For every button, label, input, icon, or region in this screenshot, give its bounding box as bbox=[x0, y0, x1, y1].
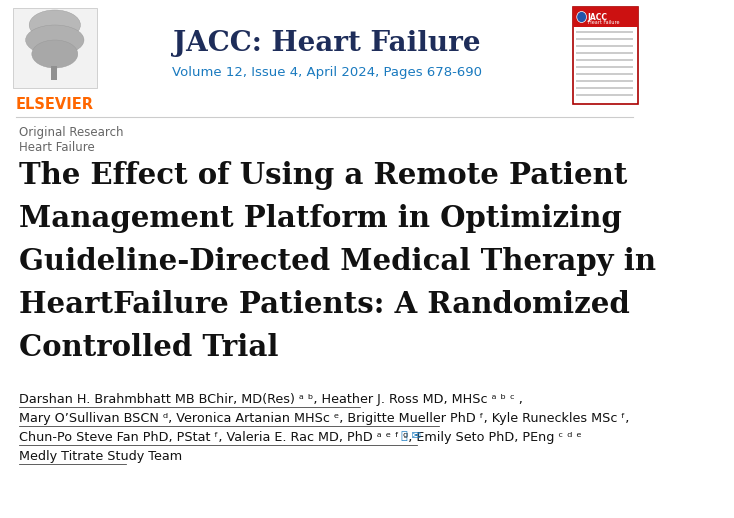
Bar bbox=[576, 52, 633, 53]
Bar bbox=[51, 66, 57, 80]
Bar bbox=[576, 73, 633, 75]
Bar bbox=[573, 7, 638, 104]
Bar bbox=[573, 7, 638, 27]
Text: JACC: Heart Failure: JACC: Heart Failure bbox=[173, 30, 481, 57]
Ellipse shape bbox=[26, 25, 84, 55]
Text: Chun-Po Steve Fan PhD, PStat ᶠ, Valeria E. Rac MD, PhD ᵃ ᵉ ᶠ ᵍ, Emily Seto PhD, : Chun-Po Steve Fan PhD, PStat ᶠ, Valeria … bbox=[19, 431, 582, 444]
Bar bbox=[576, 38, 633, 39]
Bar bbox=[576, 66, 633, 67]
Text: 👤 ✉: 👤 ✉ bbox=[401, 431, 421, 441]
Bar bbox=[576, 80, 633, 81]
Bar bbox=[576, 45, 633, 47]
Bar bbox=[576, 87, 633, 89]
Text: HeartFailure Patients: A Randomized: HeartFailure Patients: A Randomized bbox=[19, 290, 631, 319]
Text: ELSEVIER: ELSEVIER bbox=[16, 97, 94, 112]
Text: Original Research: Original Research bbox=[19, 126, 124, 139]
Ellipse shape bbox=[29, 10, 81, 40]
Text: Mary O’Sullivan BSCN ᵈ, Veronica Artanian MHSc ᵉ, Brigitte Mueller PhD ᶠ, Kyle R: Mary O’Sullivan BSCN ᵈ, Veronica Artania… bbox=[19, 412, 630, 425]
Text: The Effect of Using a Remote Patient: The Effect of Using a Remote Patient bbox=[19, 161, 628, 190]
Bar bbox=[576, 31, 633, 33]
Text: Heart Failure: Heart Failure bbox=[19, 141, 95, 154]
Text: Volume 12, Issue 4, April 2024, Pages 678-690: Volume 12, Issue 4, April 2024, Pages 67… bbox=[172, 66, 482, 79]
Text: Controlled Trial: Controlled Trial bbox=[19, 333, 279, 362]
Bar bbox=[13, 8, 97, 88]
Text: JACC: JACC bbox=[588, 12, 608, 22]
Text: Medly Titrate Study Team: Medly Titrate Study Team bbox=[19, 450, 183, 463]
Ellipse shape bbox=[577, 11, 586, 22]
Ellipse shape bbox=[32, 40, 78, 68]
Text: Guideline-Directed Medical Therapy in: Guideline-Directed Medical Therapy in bbox=[19, 247, 656, 276]
Text: Darshan H. Brahmbhatt MB BChir, MD(Res) ᵃ ᵇ, Heather J. Ross MD, MHSc ᵃ ᵇ ᶜ ,: Darshan H. Brahmbhatt MB BChir, MD(Res) … bbox=[19, 393, 523, 406]
Text: Heart Failure: Heart Failure bbox=[588, 20, 619, 25]
Bar bbox=[576, 94, 633, 95]
Text: Management Platform in Optimizing: Management Platform in Optimizing bbox=[19, 204, 622, 233]
Bar bbox=[576, 59, 633, 61]
